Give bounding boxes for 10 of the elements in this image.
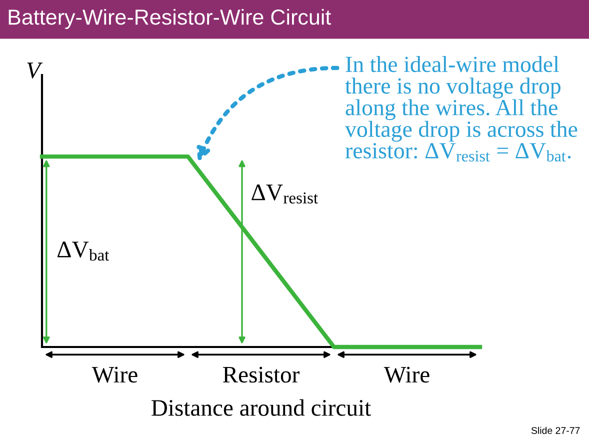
- annotation: ΔV$_{resist}$: [252, 184, 318, 204]
- text: Wire: [92, 366, 138, 383]
- text: Wire: [384, 366, 430, 383]
- y-axis-title: V: [27, 62, 43, 78]
- annotation: ΔV$_{bat}$: [58, 242, 110, 261]
- text: In the ideal-wire model there is no voltage drop along the wires. All the voltage drop is across the resistor: ΔV$_{resist}$ = ΔV$_{bat}$.: [345, 56, 578, 162]
- chart-title: Battery-Wire-Resistor-Wire Circuit: [8, 8, 332, 30]
- text: Resistor: [222, 366, 300, 383]
- x-axis-title: Distance around circuit: [152, 399, 371, 416]
- text: Slide 27-77: [531, 426, 580, 434]
